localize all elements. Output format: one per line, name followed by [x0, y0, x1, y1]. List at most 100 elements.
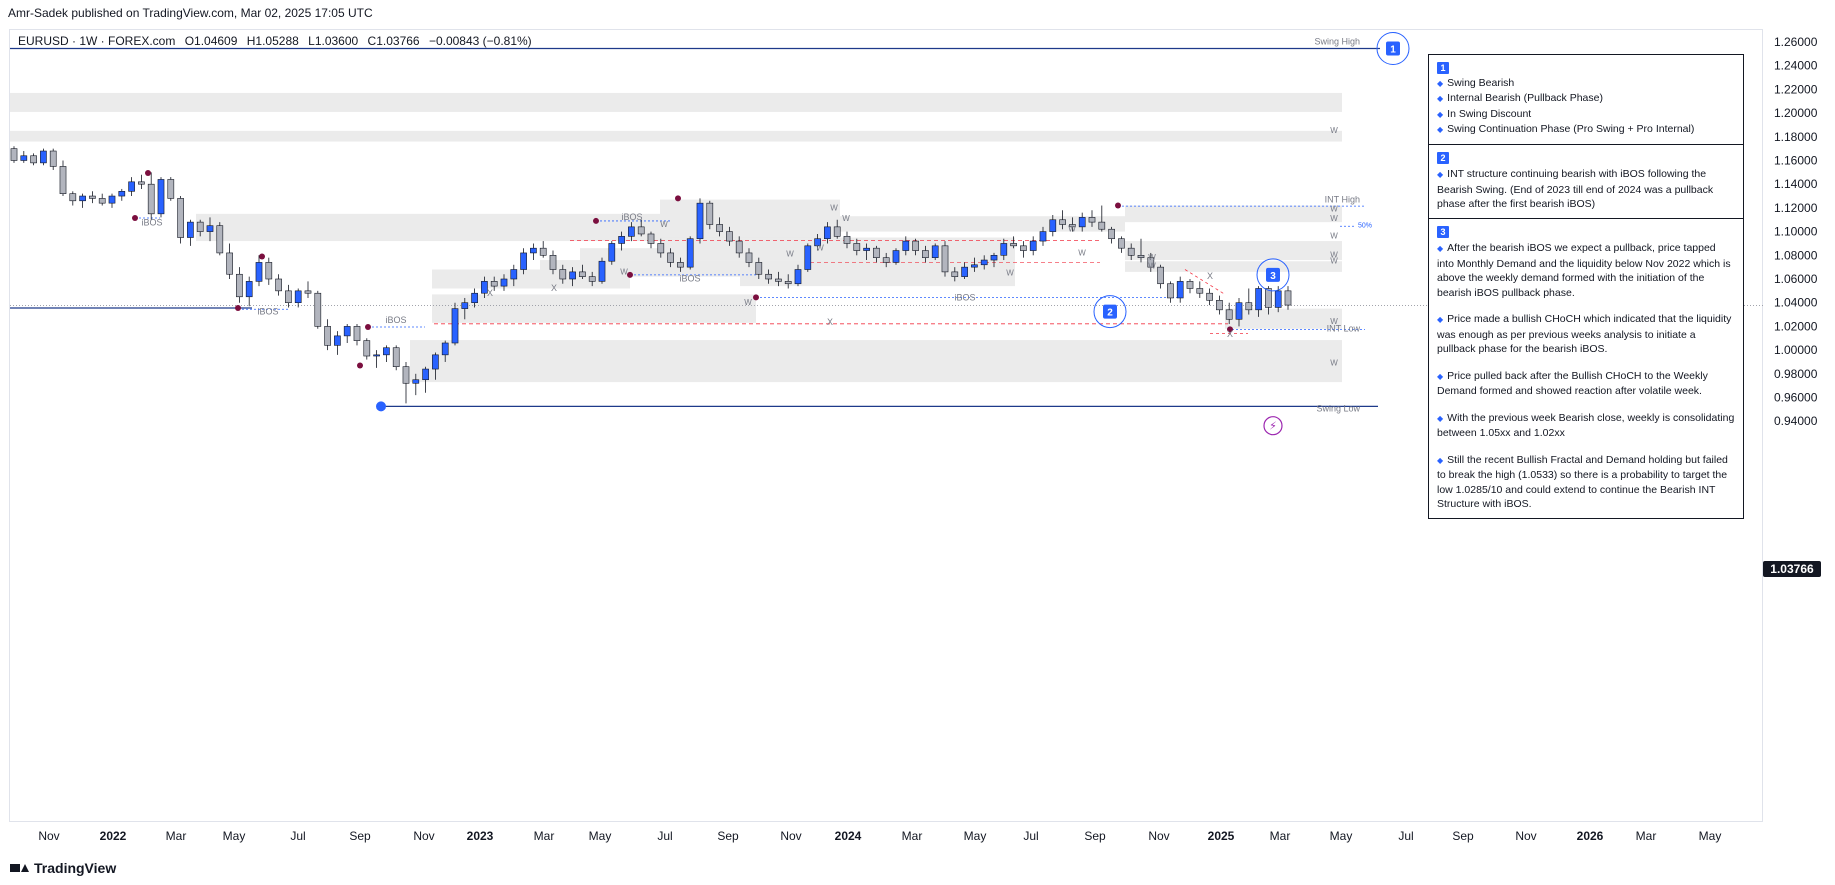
section-number-badge: 2: [1437, 151, 1449, 164]
demand-supply-zone: [1225, 308, 1342, 329]
time-tick-label: Mar: [534, 829, 555, 843]
candle: [549, 250, 557, 275]
candle: [40, 148, 47, 166]
candle: [177, 196, 184, 244]
w-zone-label: W: [1330, 214, 1338, 223]
candle-body: [598, 260, 606, 282]
candle: [833, 219, 841, 239]
candle-body: [843, 236, 851, 244]
price-axis: 1.26000 1.24000 1.22000 1.20000 1.18000 1.160…: [1774, 35, 1818, 428]
candle-body: [745, 252, 753, 263]
candle: [128, 177, 135, 197]
candle-body: [530, 247, 537, 254]
candle-body: [402, 366, 410, 384]
candle-body: [559, 269, 567, 280]
candle: [618, 231, 625, 251]
candle: [30, 153, 37, 166]
symbol-name[interactable]: EURUSD · 1W · FOREX.com: [18, 34, 176, 48]
candle-body: [236, 273, 243, 298]
candle-body: [637, 226, 645, 235]
w-zone-label: W: [1330, 251, 1338, 260]
candle-body: [392, 347, 400, 367]
candle: [980, 255, 988, 270]
time-tick-label: Mar: [1270, 829, 1291, 843]
w-zone-label: W: [1330, 317, 1338, 326]
candle: [383, 345, 390, 362]
pivot-point: [357, 362, 363, 369]
candle: [98, 193, 106, 206]
ibos-label: iBOS: [141, 218, 162, 228]
note-text: After the bearish iBOS we expect a pullb…: [1437, 242, 1731, 299]
demand-supply-zone: [432, 294, 756, 323]
candle-body: [294, 290, 302, 304]
candle: [1147, 252, 1155, 272]
candle: [677, 257, 684, 272]
candle: [1069, 217, 1076, 232]
candle-body: [569, 271, 576, 280]
analysis-note[interactable]: 1 ◆ Swing Bearish ◆ Internal Bearish (Pull…: [1428, 54, 1744, 519]
candle-body: [510, 269, 518, 280]
price-tick-label: 0.98000: [1774, 367, 1818, 381]
w-zone-label: W: [842, 214, 850, 223]
note-item: ◆ Swing Bearish: [1437, 76, 1515, 89]
candle: [1216, 295, 1223, 315]
pivot-point: [675, 195, 681, 202]
time-tick-label: 2026: [1577, 829, 1604, 843]
candle-body: [1186, 281, 1194, 289]
candle: [334, 331, 341, 355]
candle-body: [833, 226, 841, 237]
candle: [1118, 236, 1125, 253]
candle: [824, 222, 831, 244]
candle-body: [20, 155, 28, 161]
price-tick-label: 1.18000: [1774, 130, 1818, 144]
candle-body: [1029, 240, 1037, 251]
candle-body: [951, 271, 959, 277]
w-zone-label: W: [1006, 268, 1014, 277]
ibos-label: iBOS: [257, 307, 278, 317]
demand-supply-zone: [1125, 261, 1342, 272]
candle: [1265, 286, 1272, 315]
candle-body: [1039, 231, 1047, 242]
candle: [863, 243, 870, 261]
numbered-marker-label: 3: [1270, 271, 1276, 282]
chart-pane[interactable]: [9, 29, 1763, 822]
candle: [784, 274, 792, 289]
candle-body: [696, 202, 704, 240]
time-tick-label: May: [223, 829, 246, 843]
demand-supply-zone: [660, 199, 840, 229]
numbered-marker-badge: [1386, 41, 1400, 56]
price-chart[interactable]: 1 2 3 ⚡ Swing High Swing Low INT High INT Low iB…: [0, 0, 1835, 855]
candle: [245, 276, 253, 307]
candle-body: [775, 278, 782, 282]
time-tick-label: Sep: [1452, 829, 1474, 843]
last-price-badge: 1.03766: [1763, 561, 1821, 577]
candle-body: [481, 281, 488, 294]
candle-body: [539, 247, 547, 256]
pivot-point: [1227, 326, 1233, 333]
candle-body: [677, 262, 684, 268]
candle-body: [412, 379, 420, 384]
candle-body: [716, 224, 723, 232]
lightning-event-icon: [1263, 416, 1283, 436]
pivot-point: [753, 294, 759, 301]
candle-body: [10, 148, 18, 161]
candle: [775, 271, 782, 287]
numbered-marker-ring: [1256, 258, 1290, 292]
candle-body: [735, 240, 743, 254]
candle: [853, 238, 861, 256]
candle: [1127, 243, 1135, 261]
candle: [608, 241, 616, 265]
tradingview-logo[interactable]: TradingView: [10, 860, 116, 876]
price-tick-label: 1.02000: [1774, 319, 1818, 333]
x-label: X: [827, 317, 833, 327]
candle: [481, 276, 488, 298]
candle-body: [726, 231, 733, 242]
candle: [667, 248, 674, 268]
price-tick-label: 1.12000: [1774, 201, 1818, 215]
time-tick-label: Jul: [657, 829, 672, 843]
candle: [255, 255, 263, 287]
note-item: ◆ In Swing Discount: [1437, 107, 1532, 120]
time-tick-label: Nov: [1148, 829, 1169, 843]
candle-body: [441, 342, 449, 356]
candle: [49, 148, 57, 170]
